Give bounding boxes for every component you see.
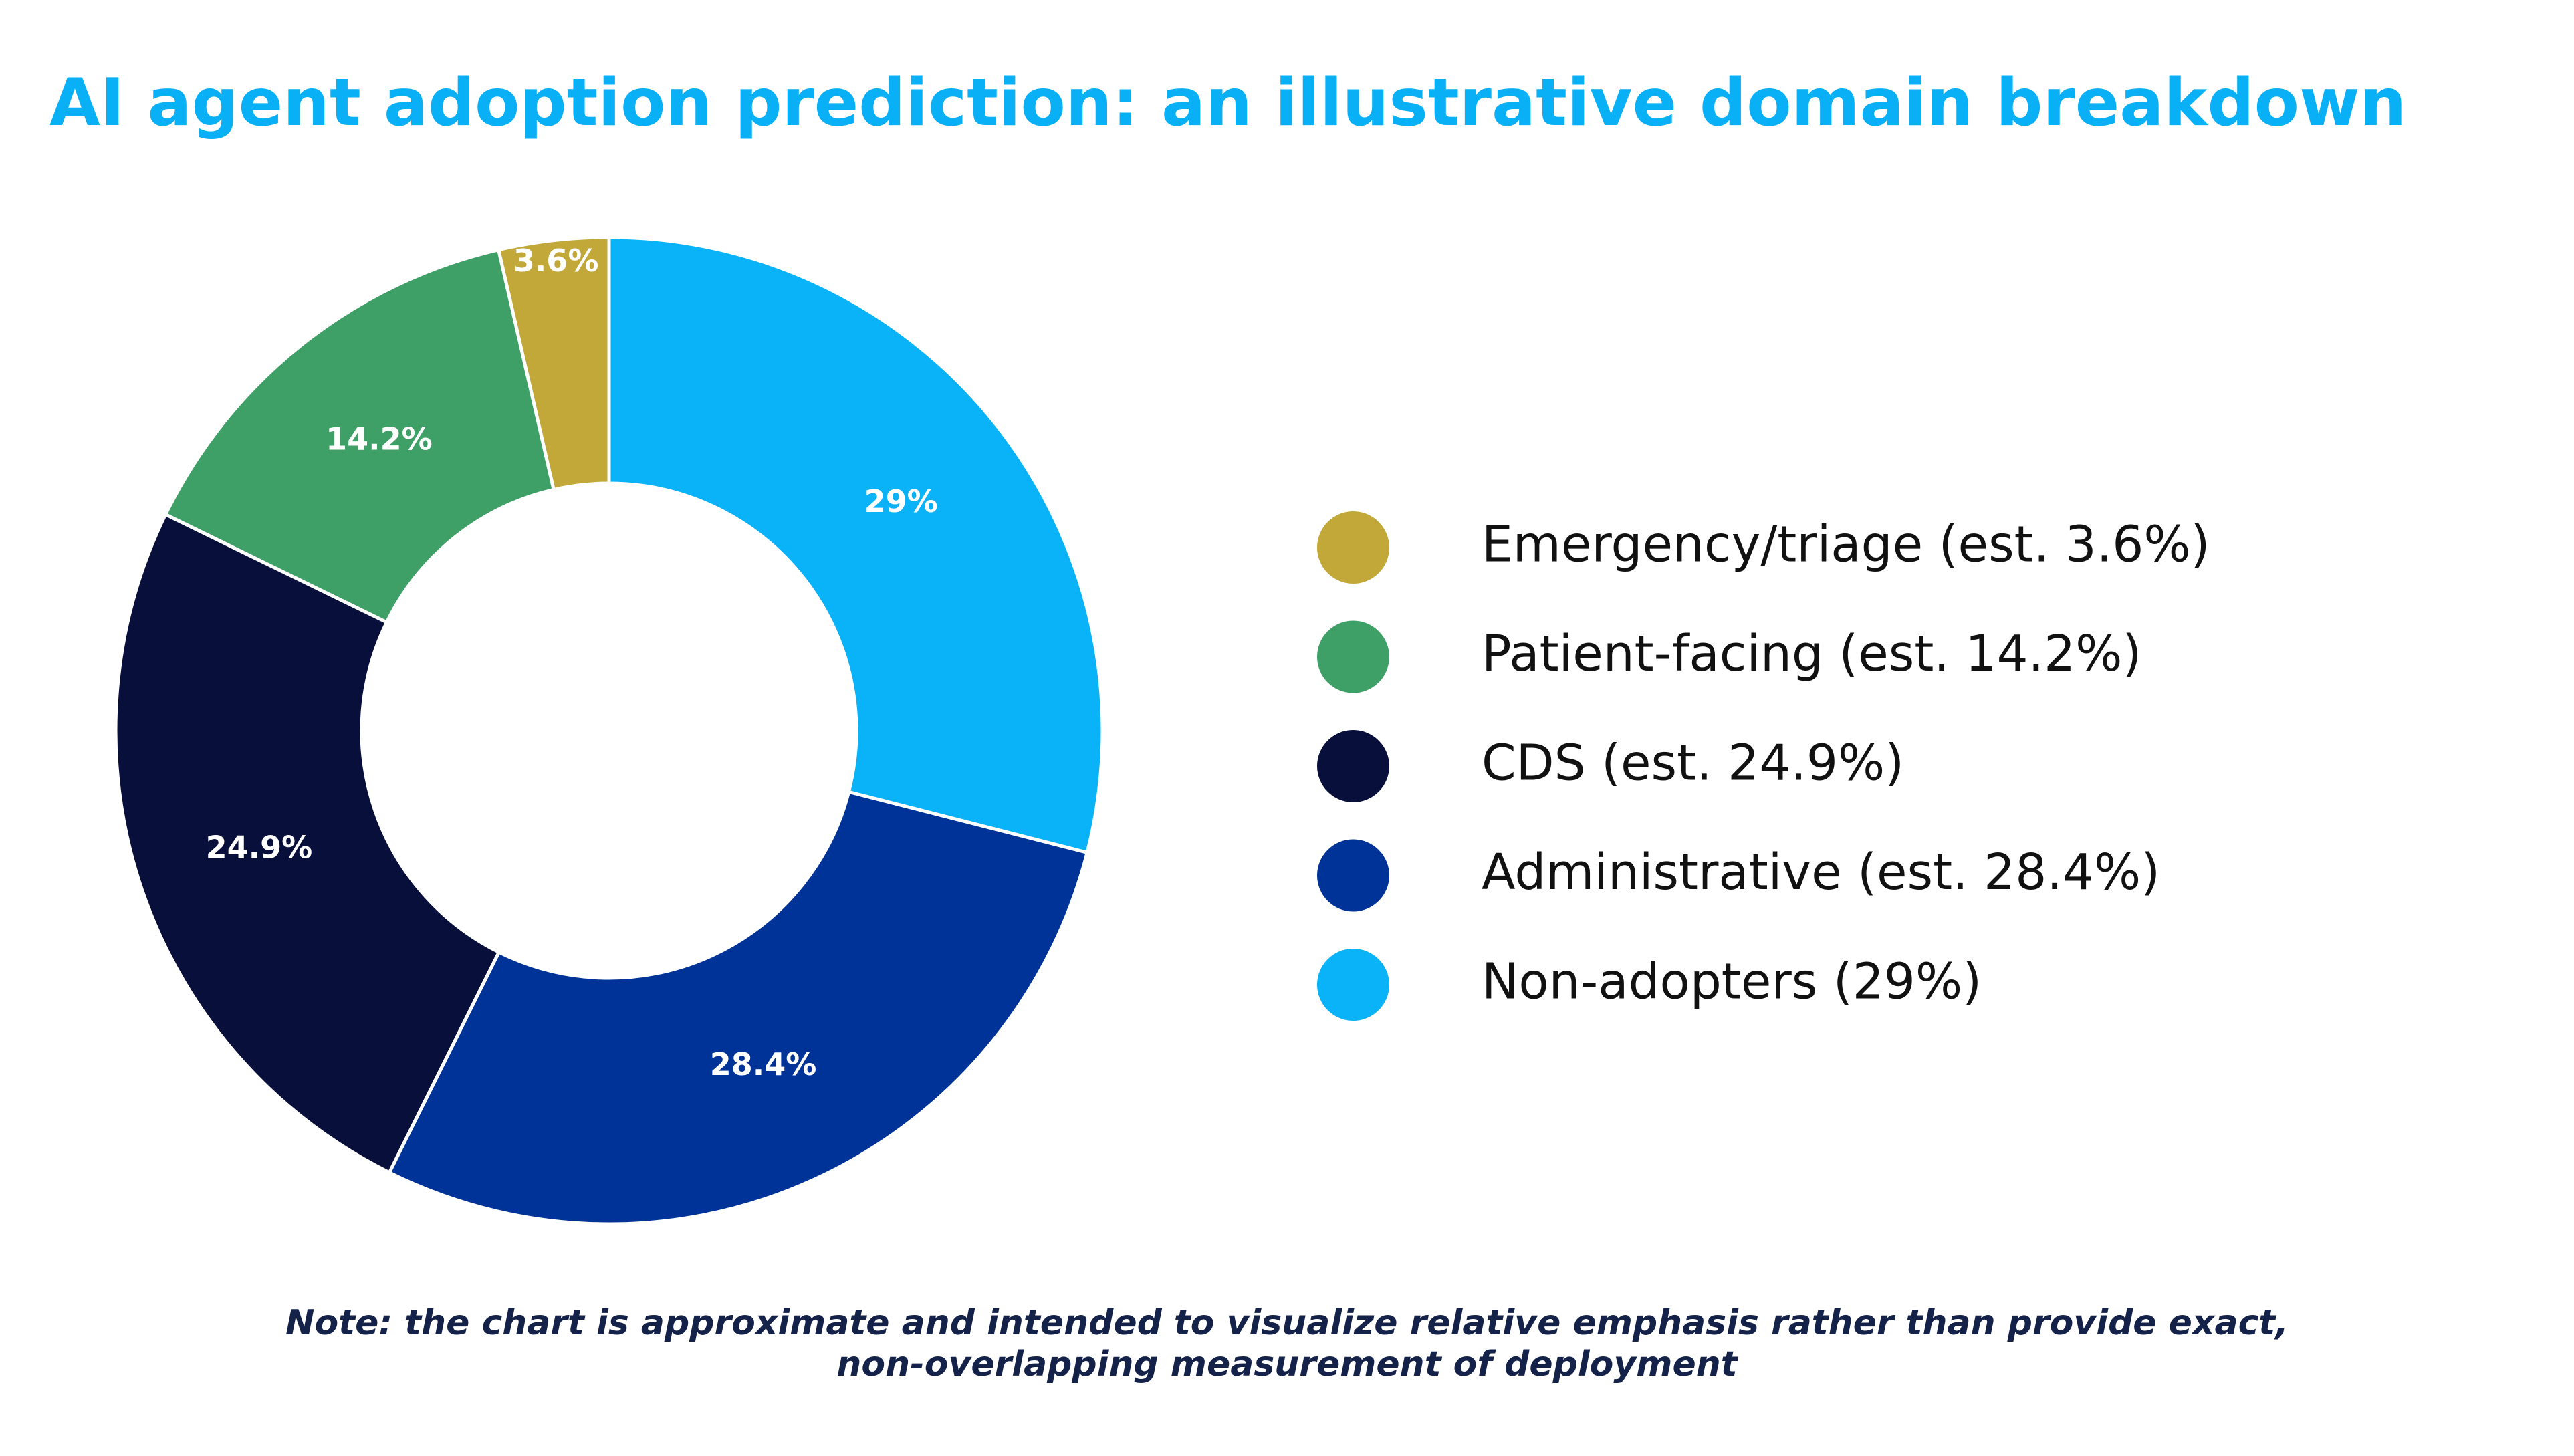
value-label: 29% xyxy=(864,483,938,519)
legend-label: Non-adopters (29%) xyxy=(1482,953,1982,1011)
donut-slice xyxy=(114,512,501,1175)
legend-marker xyxy=(1317,839,1389,912)
value-label: 28.4% xyxy=(710,1046,817,1082)
legend-label: Emergency/triage (est. 3.6%) xyxy=(1482,516,2210,574)
legend-label: Patient-facing (est. 14.2%) xyxy=(1482,625,2141,683)
donut-slice xyxy=(163,247,556,625)
note: non-overlapping measurement of deploymen… xyxy=(836,1344,1738,1384)
value-label: 24.9% xyxy=(206,830,313,866)
donut-slice xyxy=(607,235,1104,855)
legend-marker xyxy=(1317,949,1389,1021)
legend-label: Administrative (est. 28.4%) xyxy=(1482,844,2160,901)
legend-label: CDS (est. 24.9%) xyxy=(1482,735,1904,792)
legend-marker xyxy=(1317,730,1389,802)
legend-marker xyxy=(1317,620,1389,693)
value-label: 14.2% xyxy=(326,421,433,457)
chart-title: AI agent adoption prediction: an illustr… xyxy=(49,65,2406,141)
donut-slice xyxy=(387,790,1090,1226)
note: Note: the chart is approximate and inten… xyxy=(285,1303,2289,1343)
legend-marker xyxy=(1317,511,1389,584)
value-label: 3.6% xyxy=(513,243,599,279)
